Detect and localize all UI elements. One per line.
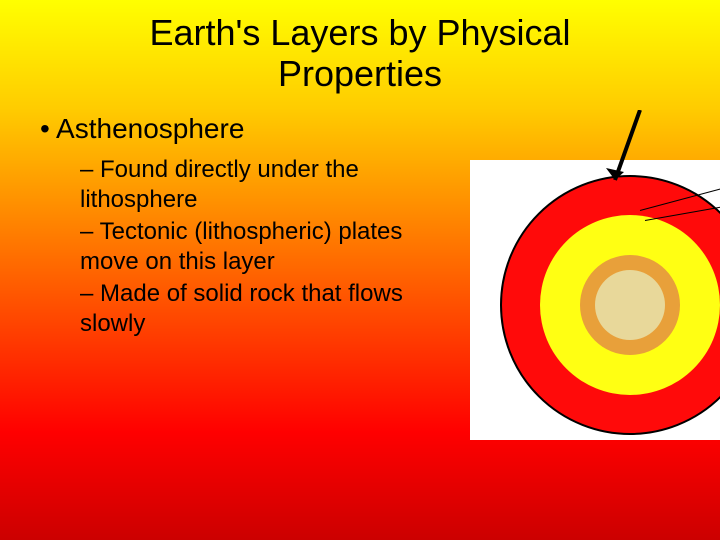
title-line-2: Properties — [278, 53, 442, 94]
inner-core-layer — [595, 270, 665, 340]
sub-bullet-list: Found directly under the lithosphere Tec… — [40, 155, 460, 339]
main-bullet: Asthenosphere — [40, 113, 680, 145]
sub-bullet: Found directly under the lithosphere — [80, 155, 460, 215]
title-line-1: Earth's Layers by Physical — [149, 12, 570, 53]
sub-bullet: Made of solid rock that flows slowly — [80, 279, 460, 339]
pointer-arrow — [600, 110, 660, 210]
earth-layers-diagram — [470, 160, 720, 450]
slide-title: Earth's Layers by Physical Properties — [0, 0, 720, 95]
sub-bullet: Tectonic (lithospheric) plates move on t… — [80, 217, 460, 277]
